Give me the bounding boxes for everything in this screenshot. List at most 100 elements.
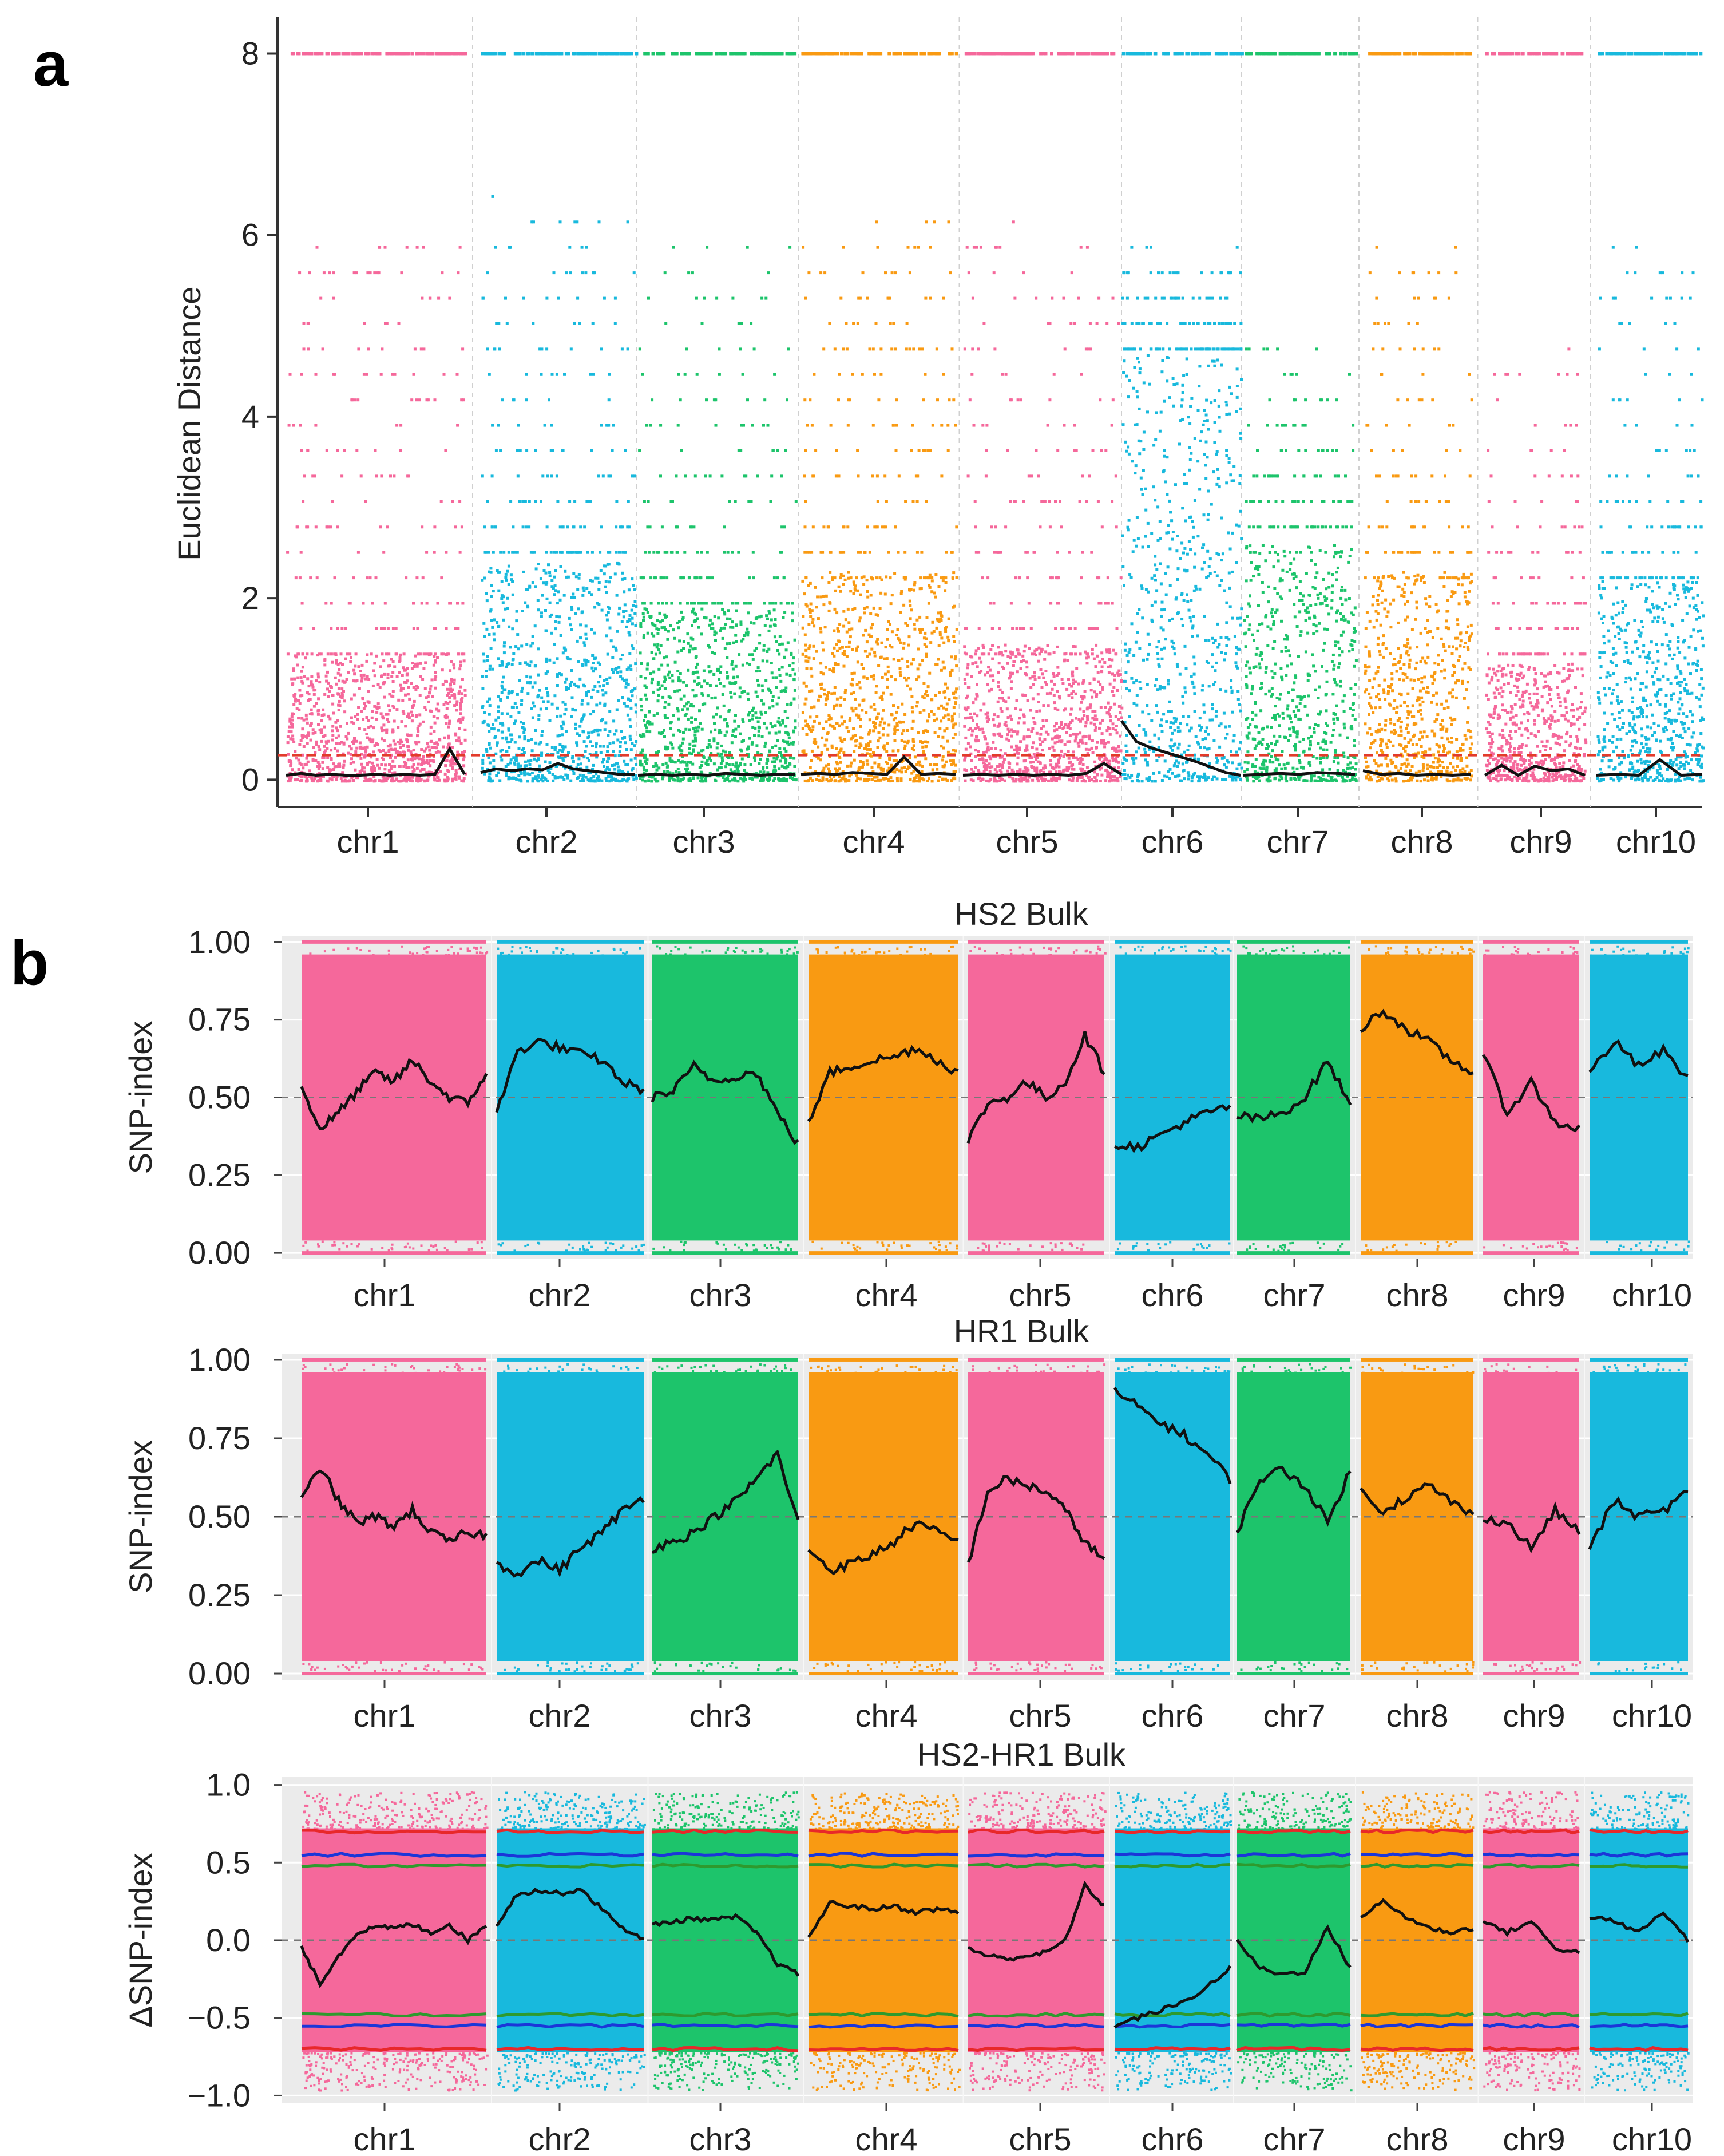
data-point bbox=[1081, 717, 1084, 721]
data-point bbox=[862, 667, 865, 670]
data-point bbox=[340, 695, 343, 699]
data-point bbox=[758, 726, 761, 730]
data-point bbox=[488, 664, 492, 668]
data-point bbox=[941, 758, 945, 762]
data-point bbox=[486, 271, 489, 275]
data-point bbox=[633, 744, 636, 747]
data-point bbox=[724, 750, 727, 754]
data-point bbox=[861, 373, 864, 376]
data-point bbox=[723, 734, 727, 737]
data-point bbox=[663, 714, 667, 717]
data-point bbox=[359, 52, 363, 56]
data-point bbox=[747, 745, 750, 749]
data-point bbox=[314, 759, 318, 762]
data-point bbox=[677, 729, 680, 732]
data-point bbox=[402, 755, 405, 759]
data-point bbox=[365, 779, 368, 782]
data-point bbox=[771, 699, 774, 702]
data-point bbox=[858, 703, 861, 707]
data-point bbox=[685, 684, 688, 687]
data-point bbox=[613, 763, 616, 767]
data-point bbox=[922, 52, 926, 56]
data-point bbox=[292, 669, 295, 672]
data-point bbox=[311, 685, 315, 689]
data-point bbox=[810, 674, 814, 678]
data-point bbox=[429, 752, 432, 755]
data-point bbox=[915, 763, 919, 766]
data-point bbox=[671, 679, 675, 683]
data-point bbox=[683, 551, 687, 554]
data-point bbox=[296, 663, 299, 667]
data-point bbox=[535, 759, 538, 763]
data-point bbox=[804, 697, 808, 701]
data-point bbox=[565, 686, 568, 689]
data-point bbox=[439, 770, 442, 773]
data-point bbox=[425, 551, 429, 554]
data-point bbox=[839, 296, 843, 300]
data-point bbox=[624, 449, 627, 452]
data-point bbox=[697, 626, 700, 629]
data-point bbox=[550, 702, 554, 706]
data-point bbox=[846, 525, 850, 529]
data-point bbox=[315, 52, 319, 56]
data-point bbox=[443, 736, 446, 739]
data-point bbox=[652, 551, 656, 554]
data-point bbox=[526, 604, 529, 608]
data-point bbox=[935, 763, 938, 766]
data-point bbox=[669, 624, 672, 627]
data-point bbox=[450, 760, 454, 763]
data-point bbox=[323, 751, 326, 754]
data-point bbox=[655, 646, 659, 649]
data-point bbox=[723, 551, 726, 554]
data-point bbox=[950, 52, 954, 56]
data-point bbox=[310, 779, 314, 782]
data-point bbox=[658, 611, 661, 615]
data-point bbox=[513, 702, 517, 705]
data-point bbox=[299, 551, 303, 554]
data-point bbox=[462, 780, 465, 783]
data-point bbox=[493, 638, 496, 642]
data-point bbox=[628, 619, 632, 623]
data-point bbox=[620, 525, 623, 529]
data-point bbox=[893, 727, 897, 731]
data-point bbox=[716, 706, 719, 710]
data-point bbox=[353, 672, 356, 676]
data-point bbox=[737, 725, 740, 728]
data-point bbox=[940, 576, 943, 580]
data-point bbox=[489, 780, 493, 783]
data-point bbox=[527, 759, 530, 763]
data-point bbox=[764, 711, 767, 714]
data-point bbox=[685, 702, 688, 706]
data-point bbox=[306, 449, 310, 452]
data-point bbox=[827, 767, 830, 770]
data-point bbox=[883, 747, 886, 751]
data-point bbox=[337, 687, 340, 690]
data-point bbox=[525, 643, 529, 646]
data-point bbox=[903, 713, 907, 716]
data-point bbox=[441, 52, 445, 56]
data-point bbox=[587, 731, 590, 735]
data-point bbox=[1019, 776, 1022, 779]
data-point bbox=[760, 684, 764, 687]
data-point bbox=[804, 296, 807, 300]
data-point bbox=[894, 449, 898, 452]
data-point bbox=[938, 727, 942, 730]
data-point bbox=[910, 695, 914, 698]
data-point bbox=[517, 52, 521, 56]
data-point bbox=[297, 768, 300, 771]
data-point bbox=[536, 695, 540, 699]
data-point bbox=[595, 703, 599, 707]
data-point bbox=[505, 579, 508, 582]
data-point bbox=[690, 721, 693, 724]
data-point bbox=[310, 52, 314, 56]
data-point bbox=[882, 709, 885, 712]
data-point bbox=[793, 672, 796, 676]
data-point bbox=[608, 373, 611, 376]
data-point bbox=[904, 500, 907, 503]
data-point bbox=[509, 500, 513, 503]
data-point bbox=[526, 692, 530, 695]
data-point bbox=[809, 398, 812, 402]
data-point bbox=[449, 762, 453, 766]
data-point bbox=[675, 551, 679, 554]
data-point bbox=[950, 763, 953, 766]
